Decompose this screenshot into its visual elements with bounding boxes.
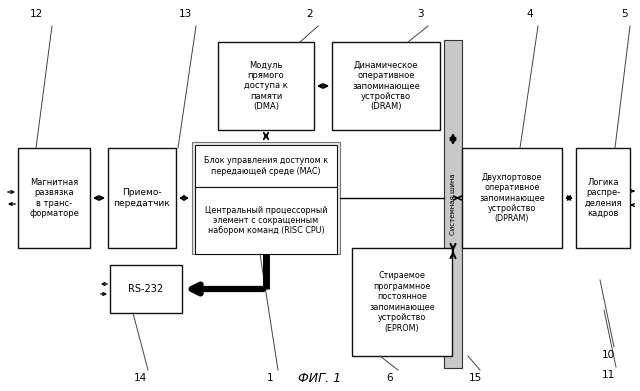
Text: Стираемое
программное
постоянное
запоминающее
устройство
(EPROM): Стираемое программное постоянное запомин… [369, 271, 435, 332]
Bar [462, 148, 562, 248]
Text: 4: 4 [527, 9, 533, 19]
Text: Модуль
прямого
доступа к
памяти
(DMA): Модуль прямого доступа к памяти (DMA) [244, 61, 288, 111]
Text: 10: 10 [602, 350, 614, 360]
Text: Логика
распре-
деления
кадров: Логика распре- деления кадров [584, 178, 621, 218]
Text: 14: 14 [133, 373, 147, 383]
Bar [332, 42, 440, 130]
Text: 5: 5 [621, 9, 628, 19]
Text: ФИГ. 1: ФИГ. 1 [298, 371, 342, 384]
Bar [444, 40, 462, 368]
Bar [576, 148, 630, 248]
Text: 2: 2 [307, 9, 314, 19]
Text: 12: 12 [29, 9, 43, 19]
Bar [218, 42, 314, 130]
Bar [108, 148, 176, 248]
Text: 6: 6 [387, 373, 394, 383]
Text: 3: 3 [417, 9, 423, 19]
Bar [352, 248, 452, 356]
Bar [192, 142, 340, 254]
Bar [18, 148, 90, 248]
Bar [195, 187, 337, 254]
Text: Магнитная
развязка
в транс-
форматоре: Магнитная развязка в транс- форматоре [29, 178, 79, 218]
Text: RS-232: RS-232 [129, 284, 164, 294]
Text: Двухпортовое
оперативное
запоминающее
устройство
(DPRAM): Двухпортовое оперативное запоминающее ус… [479, 173, 545, 223]
Bar [195, 145, 337, 187]
Text: Центральный процессорный
элемент с сокращенным
набором команд (RISC CPU): Центральный процессорный элемент с сокра… [205, 206, 327, 235]
Bar [110, 265, 182, 313]
Text: Блок управления доступом к
передающей среде (MAC): Блок управления доступом к передающей ср… [204, 156, 328, 176]
Text: 1: 1 [267, 373, 273, 383]
Text: 11: 11 [602, 370, 614, 380]
Text: Системная шина: Системная шина [450, 173, 456, 235]
Text: 13: 13 [179, 9, 191, 19]
Text: 15: 15 [468, 373, 482, 383]
Text: Динамическое
оперативное
запоминающее
устройство
(DRAM): Динамическое оперативное запоминающее ус… [352, 61, 420, 111]
Text: Приемо-
передатчик: Приемо- передатчик [114, 188, 170, 208]
